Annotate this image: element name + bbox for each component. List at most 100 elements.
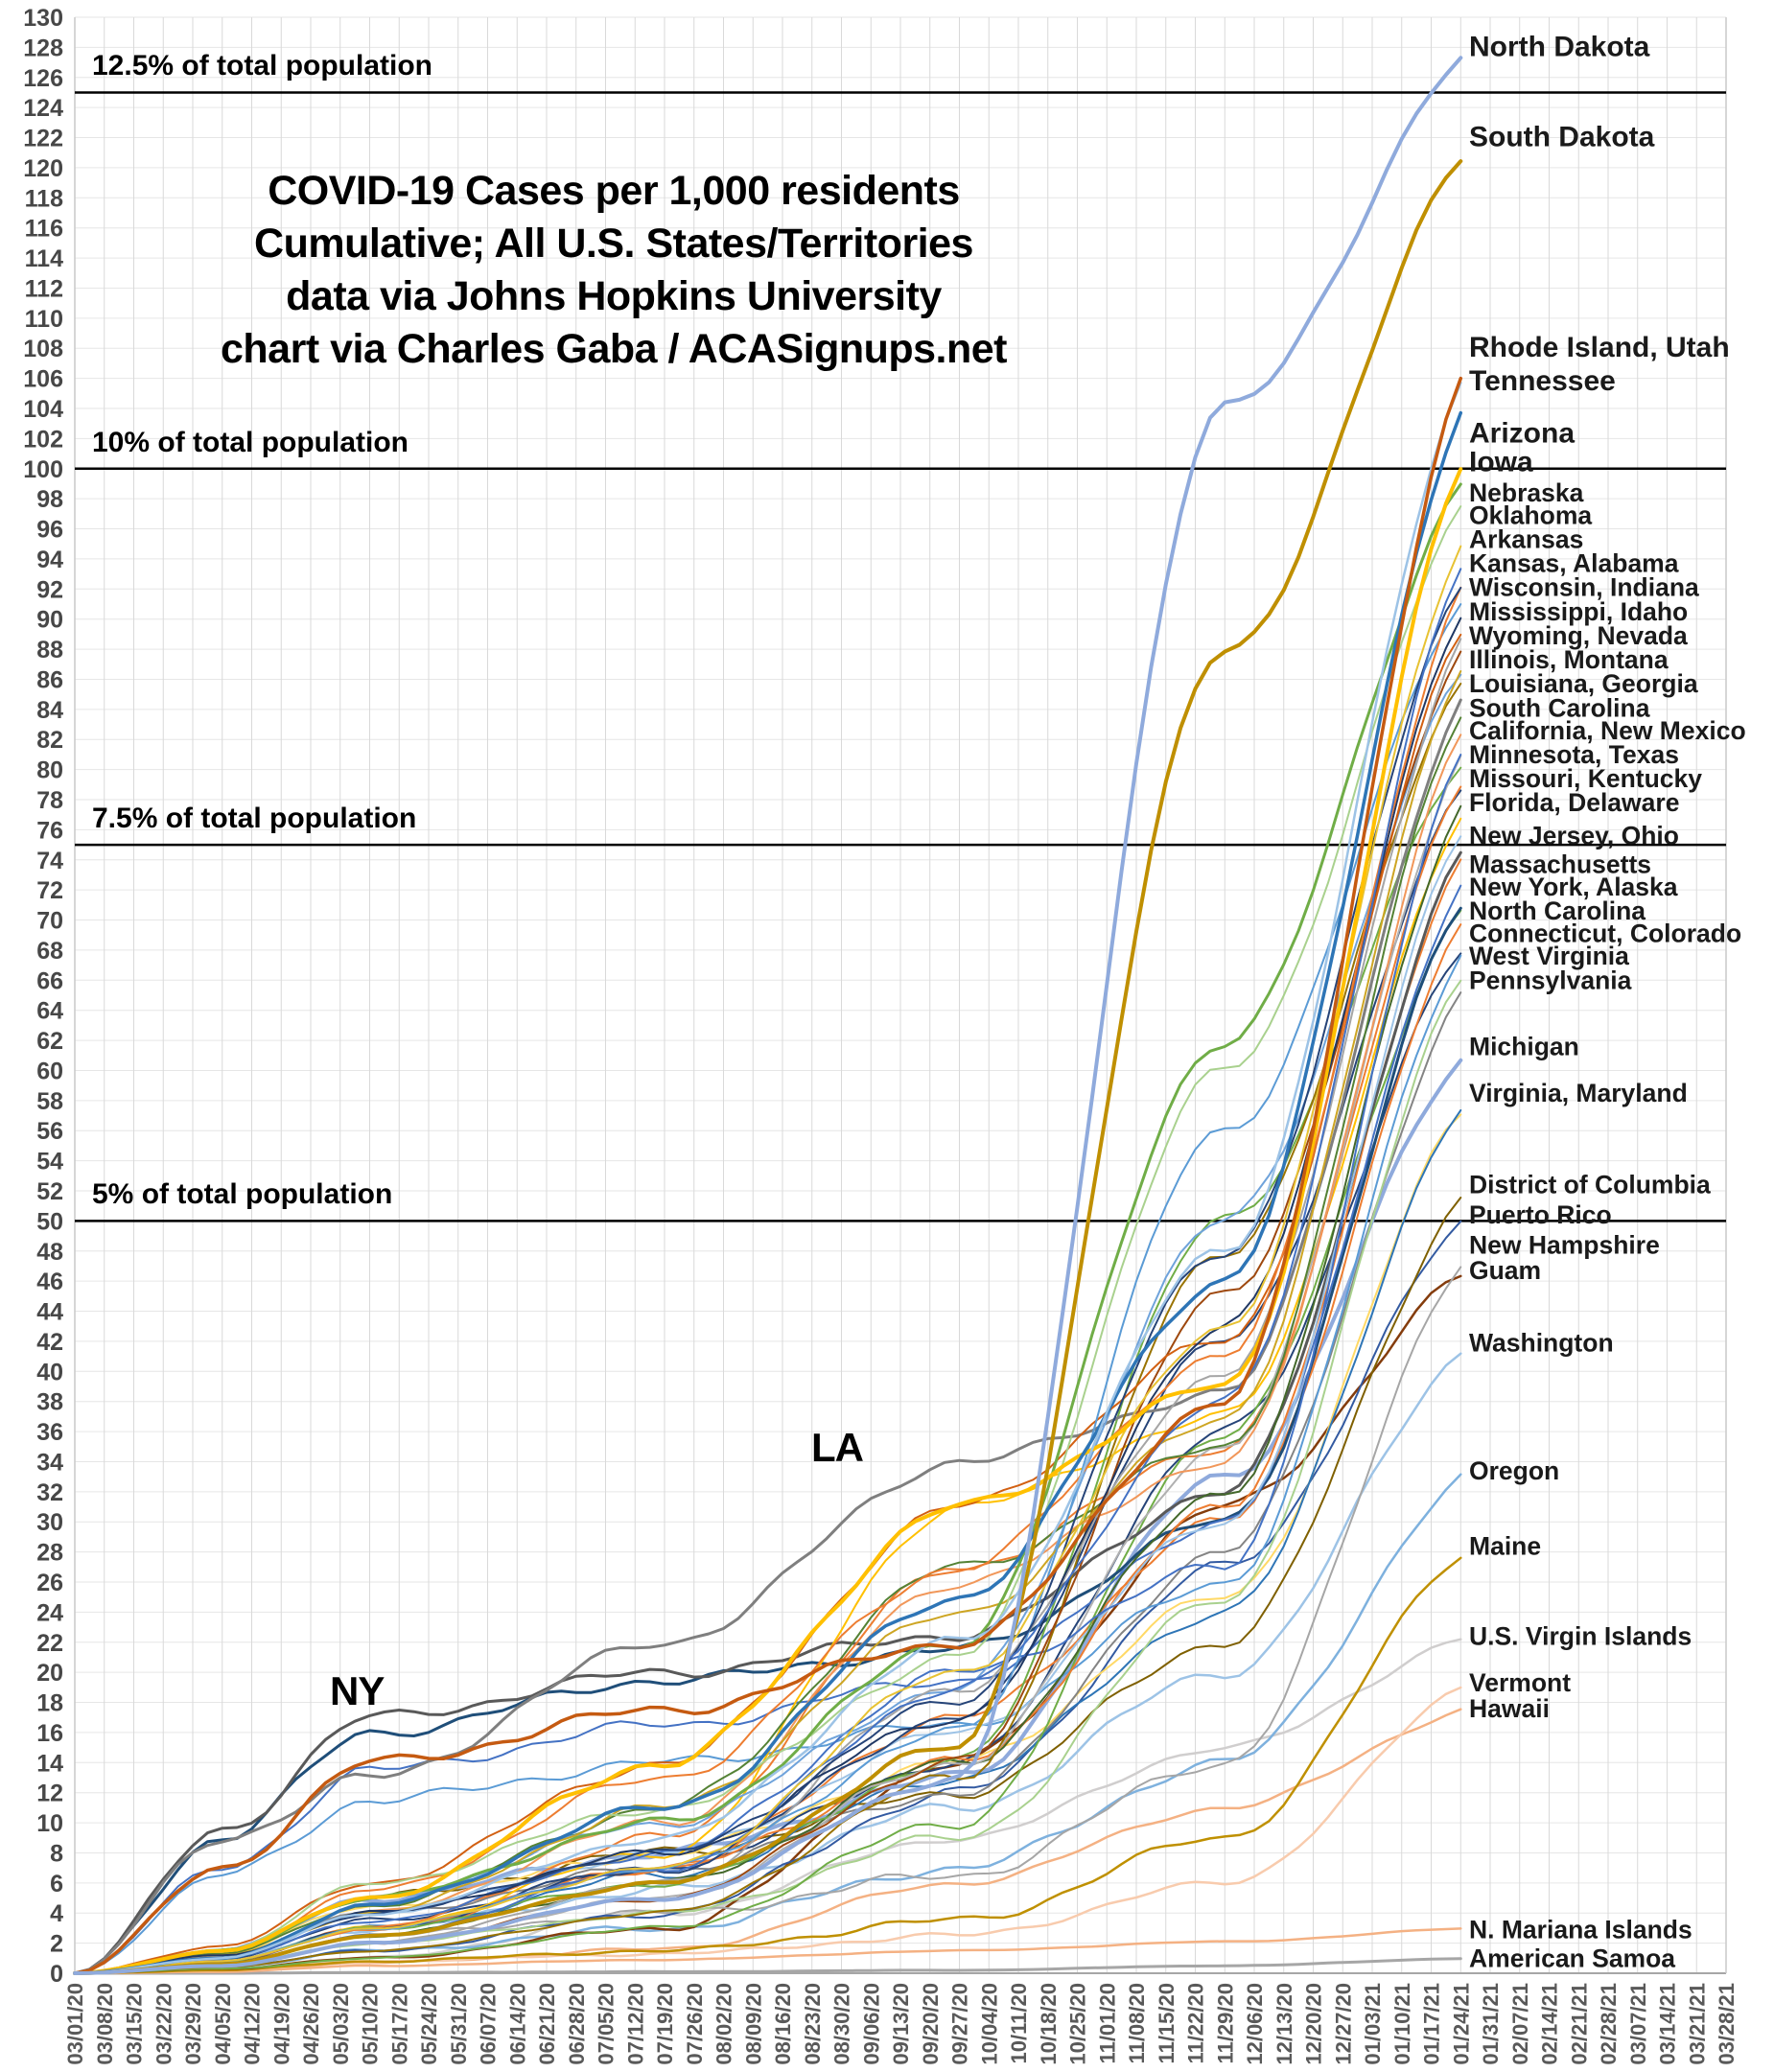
y-tick-label: 70: [36, 908, 63, 935]
series-label: California, New Mexico: [1469, 716, 1746, 745]
y-tick-label: 122: [23, 126, 63, 152]
y-tick-label: 96: [36, 517, 63, 544]
series-line-maryland: [74, 1113, 1462, 1974]
series-line-american-samoa: [73, 1957, 1462, 1975]
x-tick-label: 09/20/20: [919, 1983, 943, 2065]
series-line-oregon: [73, 1473, 1462, 1975]
annotation-la: LA: [811, 1425, 864, 1470]
y-tick-label: 6: [50, 1871, 63, 1897]
y-tick-label: 72: [36, 877, 63, 904]
x-tick-label: 05/31/20: [447, 1983, 471, 2065]
y-tick-label: 78: [36, 787, 63, 814]
x-tick-label: 08/30/20: [830, 1983, 854, 2065]
y-tick-label: 106: [23, 366, 63, 393]
series-line-california: [74, 754, 1462, 1974]
series-line-massachusetts: [74, 884, 1462, 1974]
chart-title-line-3: data via Johns Hopkins University: [286, 273, 942, 320]
y-tick-label: 42: [36, 1329, 63, 1356]
series-line-new-jersey: [73, 850, 1462, 1975]
x-tick-label: 02/21/21: [1567, 1983, 1591, 2065]
x-tick-label: 05/10/20: [359, 1983, 383, 2065]
series-line-rhode-island: [73, 376, 1463, 1975]
y-tick-label: 100: [23, 456, 63, 483]
series-label: District of Columbia: [1469, 1171, 1711, 1199]
x-tick-label: 06/28/20: [565, 1983, 589, 2065]
x-tick-label: 01/17/21: [1420, 1983, 1444, 2065]
series-label: Hawaii: [1469, 1694, 1550, 1723]
series-label: North Dakota: [1469, 31, 1650, 62]
x-tick-label: 03/29/20: [181, 1983, 205, 2065]
x-tick-label: 07/05/20: [595, 1983, 619, 2065]
chart-title-line-4: chart via Charles Gaba / ACASignups.net: [220, 326, 1008, 373]
y-tick-label: 16: [36, 1720, 63, 1747]
y-tick-label: 112: [25, 275, 63, 302]
x-tick-label: 05/17/20: [387, 1983, 411, 2065]
series-line-south-dakota: [73, 159, 1463, 1975]
series-line-maine: [73, 1556, 1462, 1975]
series-label: Tennessee: [1469, 365, 1616, 397]
series-label: Michigan: [1469, 1032, 1579, 1060]
series-line-pennsylvania: [74, 991, 1462, 1974]
series-label: New Hampshire: [1469, 1230, 1660, 1259]
y-tick-label: 124: [23, 95, 63, 122]
series-line-hawaii: [73, 1708, 1462, 1975]
series-label: Pennsylvania: [1469, 966, 1632, 994]
chart-title-line-2: Cumulative; All U.S. States/Territories: [254, 221, 973, 268]
x-tick-label: 09/27/20: [948, 1983, 972, 2065]
y-tick-label: 90: [36, 607, 63, 634]
series-line-n-mariana-islands: [73, 1927, 1462, 1975]
series-line-nebraska: [74, 505, 1462, 1974]
x-tick-label: 08/09/20: [741, 1983, 765, 2065]
x-tick-label: 04/19/20: [269, 1983, 293, 2065]
y-tick-label: 94: [36, 547, 63, 573]
series-line-north-dakota: [73, 56, 1463, 1975]
series-label: U.S. Virgin Islands: [1469, 1621, 1692, 1650]
ref-line-label-10-percent: 10% of total population: [92, 427, 408, 458]
y-tick-label: 114: [25, 245, 63, 272]
y-tick-label: 50: [36, 1208, 63, 1235]
series-label: Connecticut, Colorado: [1469, 920, 1741, 948]
series-line-new-york: [73, 906, 1462, 1975]
series-line-louisiana: [73, 698, 1462, 1975]
x-tick-label: 12/20/20: [1302, 1983, 1326, 2065]
y-tick-label: 118: [25, 185, 63, 212]
x-tick-label: 09/13/20: [889, 1983, 913, 2065]
series-label: Massachusetts: [1469, 850, 1651, 878]
series-label: Vermont: [1469, 1668, 1571, 1697]
y-tick-label: 24: [36, 1599, 63, 1626]
y-tick-label: 108: [23, 336, 63, 362]
y-tick-label: 116: [25, 216, 63, 243]
x-tick-label: 07/26/20: [683, 1983, 707, 2065]
series-line-tennessee: [73, 410, 1463, 1975]
series-line-oklahoma: [74, 545, 1462, 1974]
series-label: Arkansas: [1469, 525, 1583, 554]
y-tick-label: 54: [36, 1149, 63, 1176]
y-tick-label: 46: [36, 1269, 63, 1295]
y-tick-label: 74: [36, 848, 63, 874]
series-label: South Dakota: [1469, 122, 1655, 153]
x-tick-label: 06/21/20: [535, 1983, 559, 2065]
series-label: North Carolina: [1469, 896, 1646, 925]
series-label: Wisconsin, Indiana: [1469, 573, 1699, 602]
x-tick-label: 11/01/20: [1095, 1983, 1119, 2063]
series-label: New York, Alaska: [1469, 873, 1678, 901]
y-tick-label: 14: [36, 1750, 63, 1777]
series-label: Oregon: [1469, 1456, 1559, 1485]
series-label: Minnesota, Texas: [1469, 740, 1679, 769]
series-label: Wyoming, Nevada: [1469, 621, 1688, 650]
series-label: Guam: [1469, 1256, 1541, 1285]
series-label: Virginia, Maryland: [1469, 1079, 1688, 1107]
y-tick-label: 52: [36, 1178, 63, 1205]
y-tick-label: 120: [23, 155, 63, 182]
y-tick-label: 26: [36, 1570, 63, 1596]
x-tick-label: 03/07/21: [1626, 1983, 1650, 2065]
y-tick-label: 84: [36, 697, 63, 724]
y-tick-label: 8: [50, 1840, 63, 1867]
y-tick-label: 66: [36, 967, 63, 994]
x-tick-label: 11/08/20: [1125, 1983, 1149, 2063]
y-tick-label: 30: [36, 1509, 63, 1536]
series-label: N. Mariana Islands: [1469, 1915, 1692, 1944]
x-tick-label: 08/16/20: [771, 1983, 795, 2065]
y-tick-label: 38: [36, 1389, 63, 1416]
x-tick-label: 08/02/20: [712, 1983, 736, 2065]
